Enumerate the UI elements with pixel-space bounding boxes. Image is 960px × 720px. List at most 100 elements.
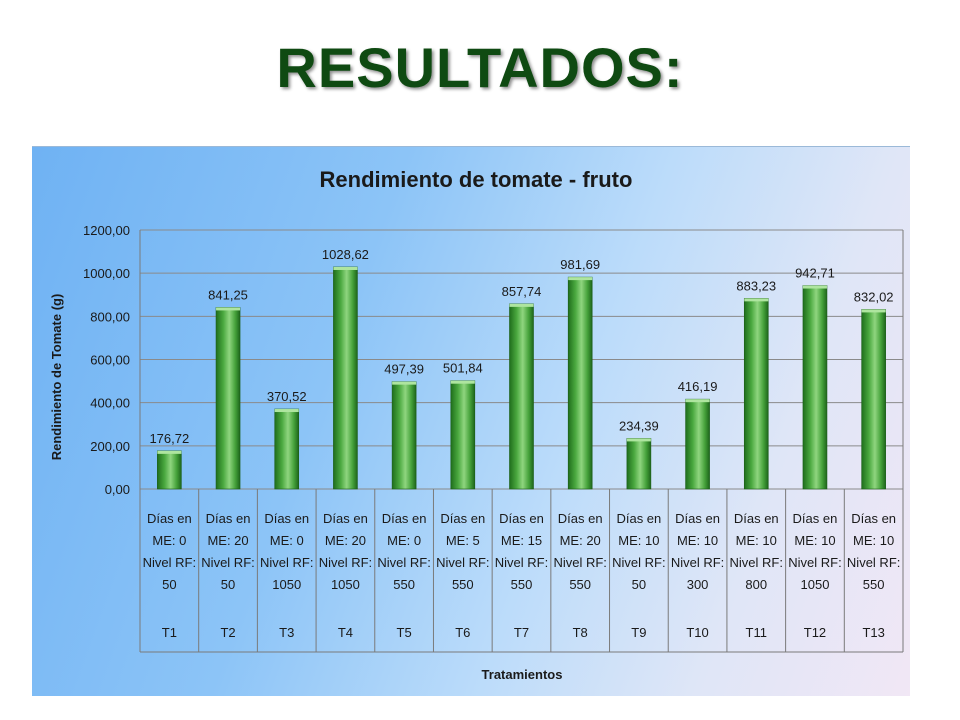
category-label-line: 300 [687,577,709,592]
data-label: 234,39 [619,418,659,433]
data-label: 501,84 [443,361,483,376]
treatment-code: T10 [686,625,708,640]
category-label-line: 550 [393,577,415,592]
category-label-line: Nivel RF: [495,555,548,570]
category-label-line: Días en [382,511,427,526]
category-table: Días en ME: 0 Nivel RF: 50 T1 Días en ME: 20 Ni… [143,511,901,640]
category-label-line: Días en [616,511,661,526]
bar-cap [744,298,769,302]
category-label-line: Días en [558,511,603,526]
bar-t8 [567,276,593,490]
category-label-line: ME: 10 [618,533,659,548]
category-label-line: Días en [206,511,251,526]
category-label-line: Nivel RF: [436,555,489,570]
y-tick-labels: 0,00 200,00 400,00 600,00 800,00 1000,00 1200,… [83,223,130,497]
bar-cap [685,399,710,403]
bar-cap [509,303,534,307]
treatment-code: T1 [162,625,177,640]
data-label: 981,69 [560,257,600,272]
category-label-line: 1050 [272,577,301,592]
bar-cap [450,380,475,384]
bar-cap [216,307,241,311]
bar-cap [802,285,827,289]
bar-cap [157,450,182,454]
category-label-line: Nivel RF: [260,555,313,570]
treatment-code: T13 [862,625,884,640]
category-label-line: 550 [511,577,533,592]
category-label-line: ME: 15 [501,533,542,548]
category-label-line: Días en [440,511,485,526]
y-tick-label: 600,00 [90,353,130,368]
slide-title: RESULTADOS: [276,36,684,99]
data-label: 942,71 [795,266,835,281]
y-tick-label: 0,00 [105,482,130,497]
category-label-line: ME: 10 [853,533,894,548]
category-label-line: Días en [851,511,896,526]
data-label: 841,25 [208,287,248,302]
category-label-line: Nivel RF: [612,555,665,570]
chart-frame: Rendimiento de tomate - fruto Rendimient… [32,146,910,696]
treatment-code: T11 [746,625,767,640]
category-label-line: Nivel RF: [143,555,196,570]
treatment-code: T9 [631,625,646,640]
treatment-code: T12 [804,625,826,640]
bar-t3 [274,408,300,490]
category-label-line: ME: 10 [794,533,835,548]
data-labels: 176,72 841,25 370,52 1028,62 497,39 501,84 857… [149,247,893,446]
category-label-line: 50 [162,577,176,592]
bar-t11 [743,298,769,490]
bar-t12 [802,285,828,490]
data-label: 497,39 [384,362,424,377]
chart-title: Rendimiento de tomate - fruto [320,167,633,192]
category-label-line: Nivel RF: [319,555,372,570]
bar-t6 [450,380,476,490]
bar-cap [568,277,593,281]
bar-t7 [509,303,534,490]
y-tick-label: 1200,00 [83,223,130,238]
category-label-line: Días en [147,511,192,526]
category-label-line: ME: 0 [152,533,186,548]
bar-t4 [333,266,358,490]
category-label-line: 550 [452,577,474,592]
category-label-line: 1050 [801,577,830,592]
treatment-code: T8 [573,625,588,640]
y-tick-label: 200,00 [90,439,130,454]
y-tick-label: 400,00 [90,396,130,411]
category-label-line: Nivel RF: [730,555,783,570]
data-label: 370,52 [267,389,307,404]
category-label-line: ME: 10 [677,533,718,548]
category-label-line: 50 [632,577,646,592]
category-label-line: ME: 0 [387,533,421,548]
category-label-line: ME: 20 [560,533,601,548]
treatment-code: T3 [279,625,294,640]
data-label: 176,72 [149,431,189,446]
category-label-line: ME: 0 [270,533,304,548]
y-tick-label: 800,00 [90,309,130,324]
category-label-line: Días en [793,511,838,526]
data-label: 883,23 [736,278,776,293]
category-label-line: Días en [323,511,368,526]
data-label: 1028,62 [322,247,369,262]
category-label-line: 1050 [331,577,360,592]
bar-t2 [215,307,241,490]
category-label-line: 800 [745,577,767,592]
category-label-line: Nivel RF: [671,555,724,570]
category-label-line: Nivel RF: [553,555,606,570]
treatment-code: T6 [455,625,470,640]
data-label: 832,02 [854,289,894,304]
data-label: 857,74 [502,284,542,299]
x-axis-title: Tratamientos [482,667,563,682]
category-label-line: 550 [863,577,885,592]
category-label-line: Nivel RF: [788,555,841,570]
y-axis-title: Rendimiento de Tomate (g) [49,294,64,461]
bar-cap [626,438,651,442]
bars [157,266,886,490]
bar-cap [861,309,886,313]
category-label-line: Días en [675,511,720,526]
category-label-line: ME: 5 [446,533,480,548]
category-label-line: ME: 20 [207,533,248,548]
treatment-code: T7 [514,625,529,640]
bar-chart: Rendimiento de tomate - fruto Rendimient… [49,167,904,682]
category-label-line: 50 [221,577,235,592]
treatment-code: T2 [220,625,235,640]
